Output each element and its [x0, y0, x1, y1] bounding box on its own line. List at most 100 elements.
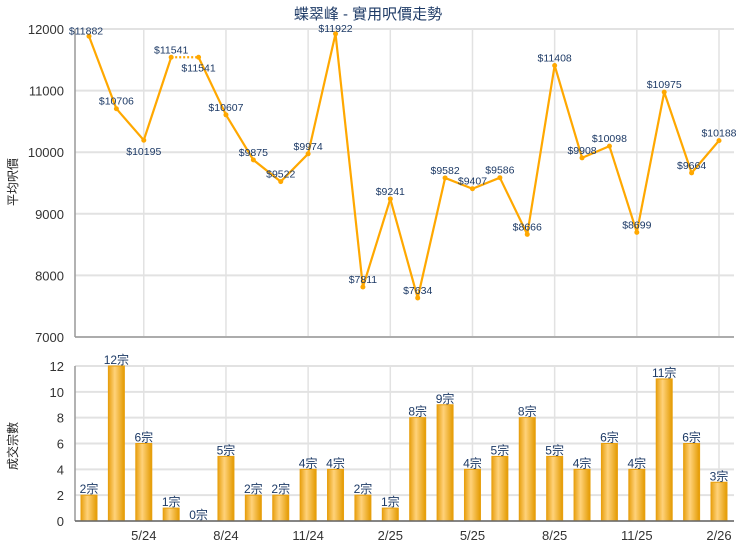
x-tick-label: 11/24 [292, 528, 324, 543]
bar-label: 6宗 [682, 430, 701, 445]
line-segment [663, 91, 693, 174]
line-segment [416, 177, 447, 299]
y-tick-label: 12000 [28, 22, 64, 37]
data-point [278, 179, 284, 185]
bar-label: 9宗 [436, 391, 455, 406]
data-label: $10706 [99, 96, 134, 108]
bar [573, 468, 591, 522]
bar [162, 507, 180, 522]
data-label: $11922 [318, 23, 352, 35]
data-point [661, 89, 667, 95]
data-label: $9582 [430, 165, 459, 177]
bar-label: 2宗 [80, 481, 99, 496]
data-label: $10188 [701, 128, 736, 140]
bar-label: 5宗 [491, 442, 510, 457]
bar [710, 481, 728, 522]
x-tick-label: 5/24 [131, 528, 156, 543]
bar-label: 2宗 [271, 481, 290, 496]
data-label: $9974 [294, 141, 323, 153]
y-tick-label: 7000 [35, 330, 64, 345]
bar-label: 5宗 [217, 442, 236, 457]
data-label: $9875 [239, 147, 268, 159]
data-label: $9407 [458, 176, 487, 188]
data-point [442, 175, 448, 181]
data-point [415, 295, 421, 301]
bar-label: 4宗 [463, 455, 482, 470]
data-label: $11882 [69, 25, 103, 37]
data-point [387, 196, 393, 202]
bar [299, 468, 317, 522]
bar [135, 443, 153, 522]
data-label: $11541 [154, 44, 188, 56]
x-tick-label: 2/26 [706, 528, 731, 543]
data-point [360, 284, 366, 290]
line-segment [635, 91, 666, 233]
bar [546, 455, 564, 522]
line-segment [115, 107, 145, 141]
bar-label: 4宗 [299, 455, 318, 470]
line-segment [498, 177, 529, 235]
data-point [113, 106, 119, 112]
line-segment [87, 35, 118, 110]
x-tick-label: 11/25 [621, 528, 653, 543]
data-point [196, 54, 202, 60]
data-point [168, 54, 174, 60]
data-label: $9241 [376, 186, 405, 198]
bar [80, 494, 98, 522]
bar [354, 494, 372, 522]
line-segment [389, 198, 419, 299]
data-label: $10195 [126, 146, 161, 158]
price-y-axis-label: 平均呎價 [6, 158, 20, 206]
y-tick-label: 0 [57, 514, 64, 529]
data-point [305, 151, 311, 157]
data-label: $7811 [349, 274, 378, 286]
bar [683, 443, 701, 522]
data-point [333, 31, 339, 37]
bar-label: 2宗 [354, 481, 373, 496]
bar [518, 417, 536, 522]
y-tick-label: 4 [57, 462, 64, 477]
data-point [552, 62, 558, 68]
data-label: $8666 [513, 221, 542, 233]
bar [436, 404, 454, 522]
bar [217, 455, 235, 522]
chart-title: 蝶翠峰 - 實用呎價走勢 [294, 5, 442, 23]
data-point [141, 137, 147, 143]
data-point [579, 155, 585, 161]
line-segment [197, 56, 227, 116]
price-line-chart: 7000 8000 9000 10000 11000 12000 $11882 $10706 $… [28, 22, 737, 345]
y-tick-label: 12 [50, 359, 64, 374]
bar [600, 443, 618, 522]
bar-label: 1宗 [162, 494, 181, 509]
line-segment [279, 153, 309, 183]
line-segment [608, 145, 638, 233]
line-segment [252, 159, 282, 183]
bar-label: 4宗 [627, 455, 646, 470]
volume-bar-chart: 0 2 4 6 8 10 12 5/24 8/24 11/24 2/25 5/25 8/25 11/25 2… [50, 352, 734, 543]
data-point [606, 143, 612, 149]
y-tick-label: 9000 [35, 207, 64, 222]
volume-y-axis-label: 成交宗數 [5, 422, 20, 470]
data-point [469, 186, 475, 192]
data-point [250, 157, 256, 163]
data-label: $11408 [538, 52, 572, 64]
bar-label: 11宗 [652, 365, 676, 380]
bar-label: 4宗 [326, 455, 345, 470]
data-point [497, 175, 503, 181]
data-point [86, 33, 92, 39]
y-tick-label: 2 [57, 488, 64, 503]
bar-label: 6宗 [134, 430, 153, 445]
bar-label: 3宗 [710, 468, 729, 483]
line-segment [444, 176, 473, 190]
bar [244, 494, 262, 522]
x-tick-label: 8/25 [542, 528, 567, 543]
bar-label: 4宗 [573, 455, 592, 470]
bar-label: 12宗 [104, 352, 129, 367]
bar [655, 378, 673, 522]
line-segment [472, 176, 501, 190]
data-label: $9664 [677, 160, 706, 172]
data-point [524, 231, 530, 237]
data-label: $9908 [567, 145, 596, 157]
bar [327, 468, 345, 522]
